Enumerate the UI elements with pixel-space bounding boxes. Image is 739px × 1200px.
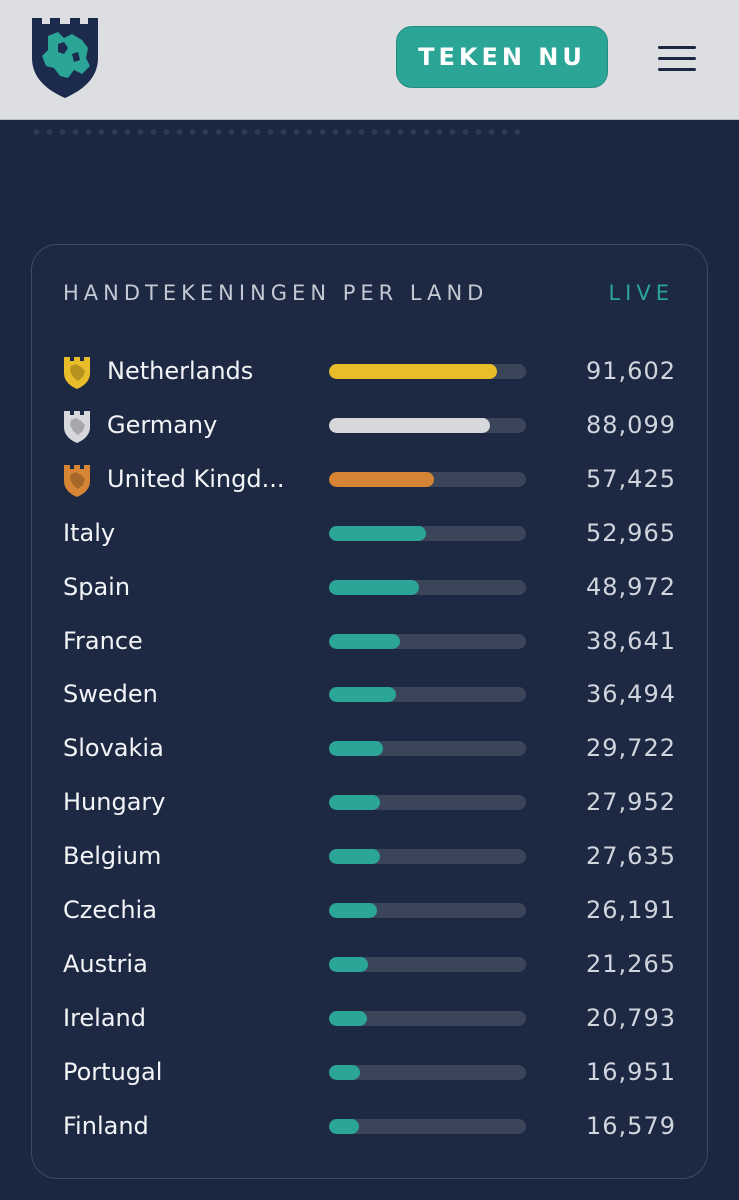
progress-bar-fill: [329, 741, 384, 757]
progress-bar-fill: [329, 903, 377, 918]
country-row: Finland 16,579: [32, 1101, 709, 1155]
country-name: Belgium: [63, 842, 162, 871]
country-name: France: [63, 626, 143, 655]
country-name: Hungary: [63, 788, 166, 817]
progress-bar-fill: [329, 795, 381, 811]
country-name: Austria: [63, 949, 148, 978]
progress-bar-track: [329, 903, 526, 918]
country-row: Ireland 20,793: [32, 993, 709, 1047]
progress-bar-fill: [329, 364, 497, 379]
progress-bar-track: [329, 471, 526, 487]
progress-bar-fill: [329, 525, 427, 541]
signature-count: 36,494: [586, 680, 676, 709]
country-row: Sweden 36,494: [32, 669, 709, 723]
country-name: Sweden: [63, 680, 158, 709]
country-name: Finland: [63, 1111, 149, 1140]
progress-bar-track: [329, 849, 526, 865]
country-name: Spain: [63, 572, 131, 601]
progress-bar-track: [329, 741, 526, 757]
progress-bar-fill: [329, 849, 380, 865]
country-row: France 38,641: [32, 616, 709, 670]
progress-bar-track: [329, 633, 526, 649]
progress-bar-fill: [329, 956, 368, 972]
country-name: United Kingd...: [107, 464, 285, 493]
live-indicator: LIVE: [608, 281, 674, 305]
signature-count: 27,952: [586, 788, 676, 817]
country-row: United Kingd... 57,425: [32, 454, 709, 508]
country-name: Germany: [107, 410, 218, 439]
country-row: Spain 48,972: [32, 562, 709, 616]
country-name: Slovakia: [63, 734, 164, 763]
signature-count: 91,602: [586, 357, 676, 385]
country-row: Slovakia 29,722: [32, 723, 709, 777]
hamburger-menu-icon[interactable]: [652, 40, 700, 76]
progress-bar-fill: [329, 1064, 361, 1080]
signature-count: 88,099: [586, 410, 676, 439]
progress-bar-fill: [329, 1118, 360, 1134]
eu-shield-logo[interactable]: [28, 14, 102, 100]
progress-bar-track: [329, 1118, 526, 1134]
country-name: Ireland: [63, 1003, 147, 1032]
progress-bar-fill: [329, 633, 400, 649]
signature-count: 29,722: [586, 734, 676, 763]
country-row: Portugal 16,951: [32, 1047, 709, 1101]
signature-count: 20,793: [586, 1003, 676, 1032]
progress-bar-track: [329, 1010, 526, 1026]
site-header: TEKEN NU: [0, 0, 739, 120]
bronze-shield-icon: [64, 464, 90, 497]
progress-bar-track: [329, 579, 526, 595]
signature-count: 16,579: [586, 1111, 676, 1140]
signature-count: 27,635: [586, 842, 676, 871]
country-row: Czechia 26,191: [32, 885, 709, 939]
progress-bar-track: [329, 956, 526, 972]
progress-bar-track: [329, 417, 526, 433]
signature-count: 26,191: [586, 896, 676, 924]
sign-now-button[interactable]: TEKEN NU: [396, 26, 608, 88]
progress-bar-fill: [329, 1010, 368, 1026]
signature-count: 21,265: [586, 949, 676, 978]
signatures-per-country-card: HANDTEKENINGEN PER LAND LIVE Netherlands…: [31, 244, 708, 1179]
gold-shield-icon: [64, 357, 90, 389]
silver-shield-icon: [64, 410, 90, 443]
signature-count: 57,425: [586, 464, 676, 493]
progress-bar-track: [329, 687, 526, 703]
country-row: Germany 88,099: [32, 400, 709, 454]
progress-bar-track: [329, 525, 526, 541]
card-title: HANDTEKENINGEN PER LAND: [63, 281, 489, 305]
signature-count: 48,972: [586, 572, 676, 601]
country-row: Italy 52,965: [32, 508, 709, 562]
country-row: Belgium 27,635: [32, 831, 709, 885]
country-name: Portugal: [63, 1057, 163, 1086]
country-row: Hungary 27,952: [32, 777, 709, 831]
progress-bar-fill: [329, 687, 396, 703]
progress-bar-fill: [329, 471, 435, 487]
country-name: Italy: [63, 518, 116, 547]
signature-count: 38,641: [586, 626, 676, 655]
signature-count: 16,951: [586, 1057, 676, 1086]
progress-bar-fill: [329, 417, 491, 433]
signature-count: 52,965: [586, 518, 676, 547]
country-row: Netherlands 91,602: [32, 346, 709, 400]
progress-bar-track: [329, 795, 526, 811]
progress-bar-track: [329, 364, 526, 379]
progress-bar-fill: [329, 579, 419, 595]
country-name: Netherlands: [107, 357, 254, 385]
decorative-dots: [30, 128, 520, 136]
progress-bar-track: [329, 1064, 526, 1080]
country-name: Czechia: [63, 896, 157, 924]
country-row: Austria 21,265: [32, 939, 709, 993]
